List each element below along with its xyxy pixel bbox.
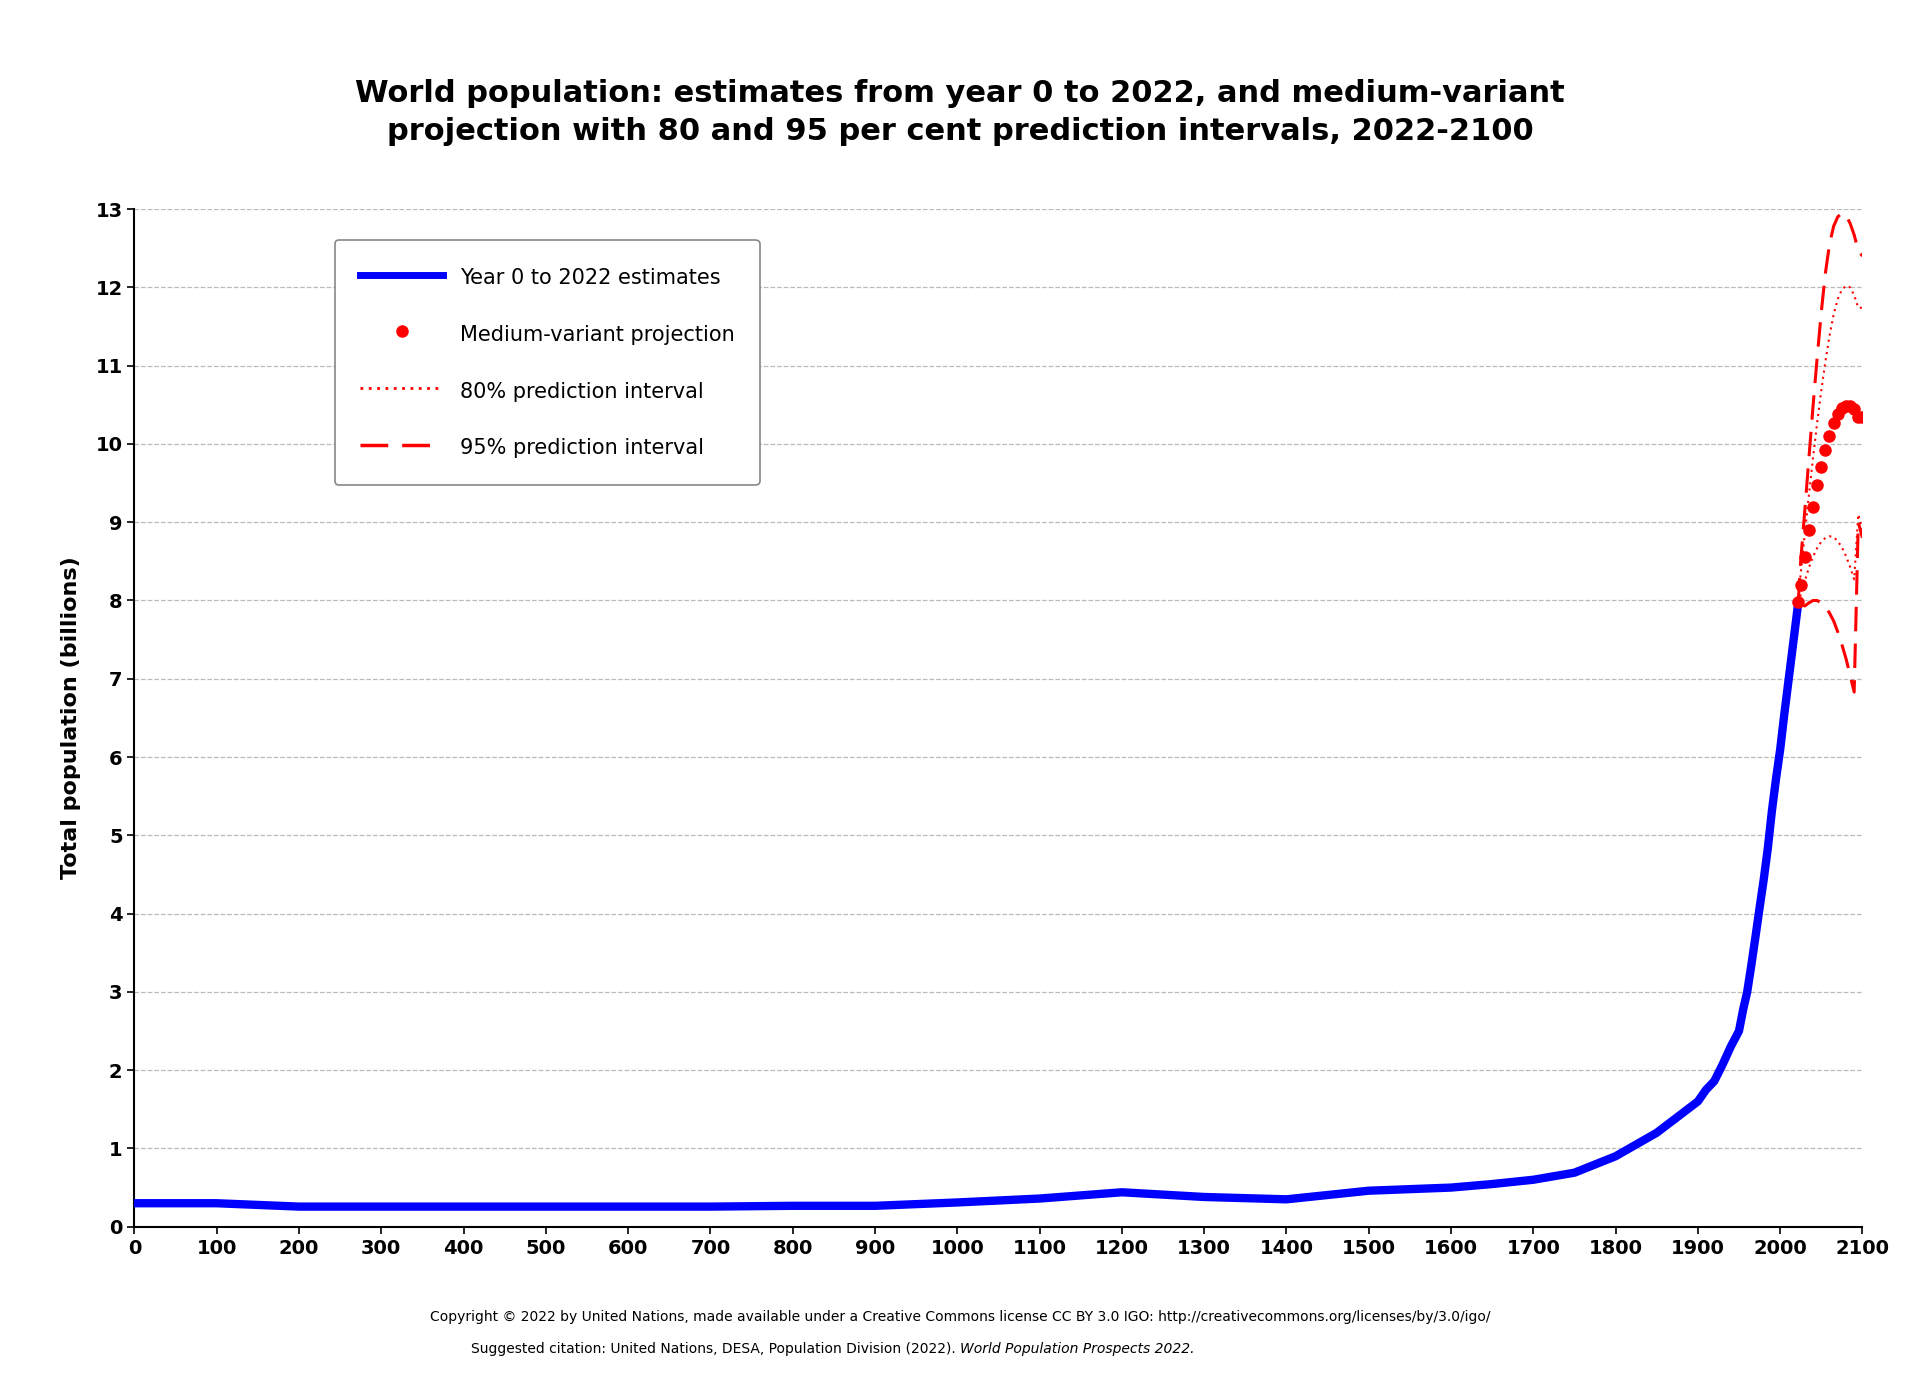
Y-axis label: Total population (billions): Total population (billions) <box>61 556 81 880</box>
Text: Copyright © 2022 by United Nations, made available under a Creative Commons lice: Copyright © 2022 by United Nations, made… <box>430 1310 1490 1324</box>
Text: World Population Prospects 2022.: World Population Prospects 2022. <box>960 1342 1194 1356</box>
Text: World population: estimates from year 0 to 2022, and medium-variant
projection w: World population: estimates from year 0 … <box>355 79 1565 146</box>
Text: Suggested citation: United Nations, DESA, Population Division (2022).: Suggested citation: United Nations, DESA… <box>470 1342 960 1356</box>
Legend: Year 0 to 2022 estimates, Medium-variant projection, 80% prediction interval, 95: Year 0 to 2022 estimates, Medium-variant… <box>334 240 760 485</box>
